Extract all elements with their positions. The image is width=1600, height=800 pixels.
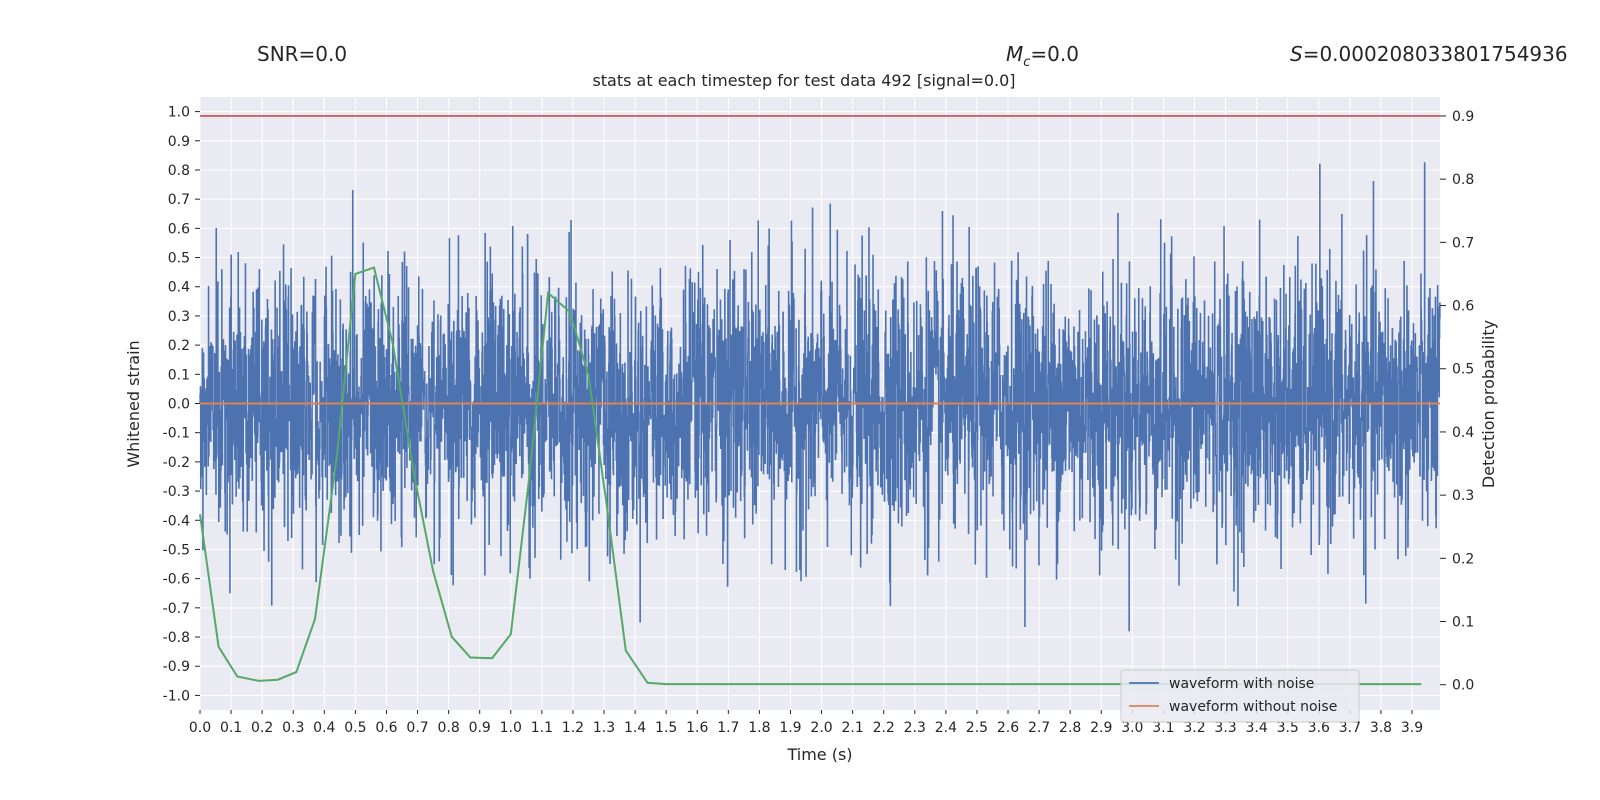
left-y-tick-label: 0.5 [168,251,190,267]
x-tick-label: 0.8 [437,720,459,736]
x-tick-label: 2.2 [873,720,895,736]
x-tick-label: 1.9 [779,720,801,736]
x-tick-label: 0.6 [375,720,397,736]
x-tick-label: 2.6 [997,720,1019,736]
left-y-tick-label: 0.4 [168,280,190,296]
x-tick-label: 0.5 [344,720,366,736]
left-y-tick-label: 0.8 [168,163,190,179]
x-tick-label: 0.7 [406,720,428,736]
s-statistic-value: =0.000208033801754936 [1303,42,1568,66]
right-y-tick-label: 0.4 [1452,425,1474,441]
x-tick-label: 3.1 [1152,720,1174,736]
x-tick-label: 0.0 [189,720,211,736]
left-y-tick-label: -0.1 [163,426,190,442]
x-tick-label: 1.4 [624,720,646,736]
noisy-waveform-series [199,162,1441,632]
x-tick-label: 1.6 [686,720,708,736]
waveform-with-noise-line [199,162,1441,632]
left-y-axis-ticks: 1.0 0.9 0.8 0.7 0.6 0.5 0.4 0.3 0.2 0.1 0.0 -0.1 -0.… [163,105,200,704]
left-y-tick-label: -0.4 [163,513,190,529]
chirp-mass-subscript: c [1023,55,1030,70]
left-y-tick-label: -0.7 [163,601,190,617]
x-tick-label: 1.8 [748,720,770,736]
right-y-tick-label: 0.9 [1452,109,1474,125]
right-y-axis-label: Detection probability [1479,320,1498,488]
left-y-tick-label: -0.8 [163,630,190,646]
right-y-tick-label: 0.5 [1452,362,1474,378]
x-tick-label: 1.0 [500,720,522,736]
x-tick-label: 1.2 [562,720,584,736]
legend: waveform with noise waveform without noi… [1120,669,1360,723]
left-y-tick-label: -0.2 [163,455,190,471]
x-tick-label: 3.5 [1277,720,1299,736]
right-y-axis-ticks: 0.9 0.8 0.7 0.6 0.5 0.4 0.3 0.2 0.1 0.0 [1440,109,1474,694]
snr-label: SNR=0.0 [257,42,347,66]
right-y-tick-label: 0.2 [1452,551,1474,567]
x-tick-label: 0.2 [251,720,273,736]
left-y-tick-label: -1.0 [163,688,190,704]
legend-box [1120,669,1360,723]
x-tick-label: 3.9 [1401,720,1423,736]
s-statistic-symbol: S [1290,42,1303,66]
left-y-tick-label: 0.2 [168,338,190,354]
x-tick-label: 2.3 [904,720,926,736]
x-tick-label: 1.7 [717,720,739,736]
right-y-tick-label: 0.0 [1452,678,1474,694]
x-tick-label: 2.9 [1090,720,1112,736]
left-y-tick-label: 0.1 [168,367,190,383]
x-tick-label: 3.2 [1183,720,1205,736]
x-tick-label: 0.3 [282,720,304,736]
legend-label-noise: waveform with noise [1169,676,1314,692]
x-tick-label: 1.5 [655,720,677,736]
right-y-tick-label: 0.1 [1452,615,1474,631]
left-y-tick-label: 0.0 [168,397,190,413]
left-y-tick-label: -0.5 [163,542,190,558]
x-tick-label: 3.4 [1246,720,1268,736]
x-axis-ticks: 0.0 0.1 0.2 0.3 0.4 0.5 0.6 0.7 0.8 0.9 1.0 1.1 1.2 1… [189,710,1423,736]
left-y-tick-label: 0.7 [168,192,190,208]
legend-label-clean: waveform without noise [1169,699,1337,715]
left-y-tick-label: 1.0 [168,105,190,121]
x-tick-label: 1.1 [531,720,553,736]
x-tick-label: 1.3 [593,720,615,736]
left-y-tick-label: -0.6 [163,572,190,588]
detection-probability-line [199,266,1422,686]
x-tick-label: 3.3 [1214,720,1236,736]
left-y-axis-label: Whitened strain [124,340,143,467]
x-tick-label: 3.7 [1339,720,1361,736]
s-statistic-label: S=0.000208033801754936 [1290,42,1568,66]
x-tick-label: 3.6 [1308,720,1330,736]
left-y-tick-label: -0.3 [163,484,190,500]
x-tick-label: 3.8 [1370,720,1392,736]
right-y-tick-label: 0.8 [1452,172,1474,188]
right-y-tick-label: 0.6 [1452,299,1474,315]
right-y-tick-label: 0.7 [1452,235,1474,251]
chirp-mass-value: =0.0 [1030,42,1079,66]
left-y-tick-label: 0.6 [168,221,190,237]
x-tick-label: 0.4 [313,720,335,736]
x-tick-label: 3.0 [1121,720,1143,736]
overlay-series [199,115,1440,686]
x-tick-label: 2.4 [935,720,957,736]
x-tick-label: 2.7 [1028,720,1050,736]
x-tick-label: 0.9 [469,720,491,736]
x-tick-label: 2.5 [966,720,988,736]
x-tick-label: 0.1 [220,720,242,736]
x-tick-label: 2.8 [1059,720,1081,736]
chart-title: stats at each timestep for test data 492… [592,71,1015,90]
left-y-tick-label: -0.9 [163,659,190,675]
x-tick-label: 2.1 [841,720,863,736]
chirp-mass-symbol: M [1006,42,1023,66]
right-y-tick-label: 0.3 [1452,488,1474,504]
left-y-tick-label: 0.3 [168,309,190,325]
chirp-mass-label: Mc=0.0 [1006,42,1079,70]
left-y-tick-label: 0.9 [168,134,190,150]
x-tick-label: 2.0 [810,720,832,736]
x-axis-label: Time (s) [786,745,852,764]
